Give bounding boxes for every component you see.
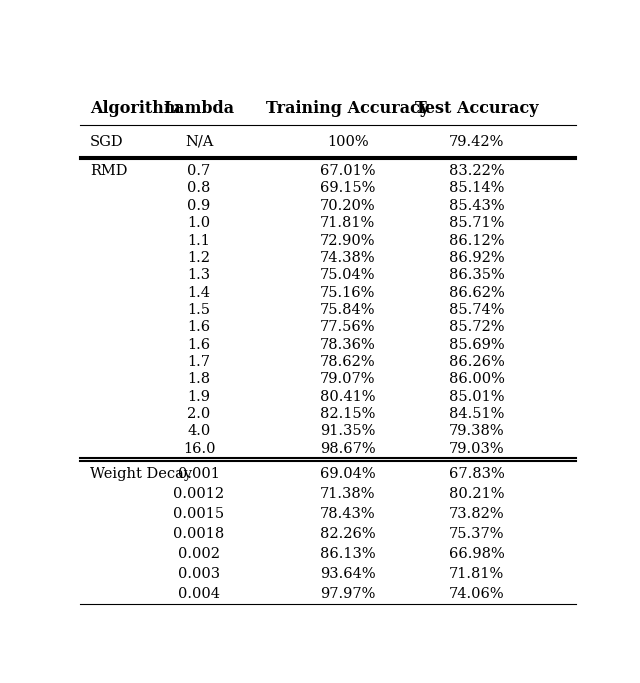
Text: 0.001: 0.001 [178,466,220,481]
Text: 67.01%: 67.01% [320,164,376,178]
Text: 75.84%: 75.84% [320,303,376,317]
Text: 74.38%: 74.38% [320,251,376,265]
Text: 16.0: 16.0 [183,442,215,456]
Text: 0.004: 0.004 [178,587,220,600]
Text: 86.92%: 86.92% [449,251,504,265]
Text: Training Accuracy: Training Accuracy [266,100,429,117]
Text: 75.37%: 75.37% [449,527,504,541]
Text: 78.36%: 78.36% [320,337,376,352]
Text: 86.12%: 86.12% [449,234,504,247]
Text: 71.81%: 71.81% [449,567,504,581]
Text: 98.67%: 98.67% [320,442,376,456]
Text: 77.56%: 77.56% [320,320,376,334]
Text: SGD: SGD [90,135,124,149]
Text: 1.1: 1.1 [188,234,211,247]
Text: 0.0018: 0.0018 [173,527,225,541]
Text: 86.13%: 86.13% [320,546,376,561]
Text: 0.9: 0.9 [188,199,211,213]
Text: 100%: 100% [327,135,369,149]
Text: 86.35%: 86.35% [449,268,505,282]
Text: 80.21%: 80.21% [449,487,504,501]
Text: 83.22%: 83.22% [449,164,504,178]
Text: 79.42%: 79.42% [449,135,504,149]
Text: 1.6: 1.6 [188,337,211,352]
Text: 0.0012: 0.0012 [173,487,225,501]
Text: 79.03%: 79.03% [449,442,504,456]
Text: 85.43%: 85.43% [449,199,504,213]
Text: 74.06%: 74.06% [449,587,504,600]
Text: 85.01%: 85.01% [449,390,504,404]
Text: 1.8: 1.8 [188,372,211,387]
Text: 85.72%: 85.72% [449,320,504,334]
Text: 1.4: 1.4 [188,285,211,300]
Text: 1.3: 1.3 [188,268,211,282]
Text: 4.0: 4.0 [188,424,211,438]
Text: 1.7: 1.7 [188,355,211,369]
Text: 1.0: 1.0 [188,216,211,230]
Text: 0.003: 0.003 [178,567,220,581]
Text: 71.81%: 71.81% [320,216,376,230]
Text: 1.9: 1.9 [188,390,211,404]
Text: 70.20%: 70.20% [320,199,376,213]
Text: 73.82%: 73.82% [449,507,504,520]
Text: 67.83%: 67.83% [449,466,505,481]
Text: 72.90%: 72.90% [320,234,376,247]
Text: 85.71%: 85.71% [449,216,504,230]
Text: 1.6: 1.6 [188,320,211,334]
Text: 86.00%: 86.00% [449,372,505,387]
Text: 97.97%: 97.97% [320,587,376,600]
Text: 85.74%: 85.74% [449,303,504,317]
Text: 1.5: 1.5 [188,303,211,317]
Text: 0.0015: 0.0015 [173,507,225,520]
Text: 75.04%: 75.04% [320,268,376,282]
Text: 79.38%: 79.38% [449,424,504,438]
Text: 78.43%: 78.43% [320,507,376,520]
Text: 78.62%: 78.62% [320,355,376,369]
Text: 82.15%: 82.15% [320,407,376,421]
Text: 85.69%: 85.69% [449,337,504,352]
Text: 69.15%: 69.15% [320,182,376,195]
Text: 79.07%: 79.07% [320,372,376,387]
Text: 69.04%: 69.04% [320,466,376,481]
Text: 82.26%: 82.26% [320,527,376,541]
Text: 84.51%: 84.51% [449,407,504,421]
Text: Test Accuracy: Test Accuracy [415,100,538,117]
Text: 0.7: 0.7 [188,164,211,178]
Text: Lambda: Lambda [163,100,235,117]
Text: 2.0: 2.0 [188,407,211,421]
Text: 80.41%: 80.41% [320,390,376,404]
Text: 86.26%: 86.26% [449,355,505,369]
Text: 91.35%: 91.35% [320,424,376,438]
Text: 71.38%: 71.38% [320,487,376,501]
Text: 66.98%: 66.98% [449,546,505,561]
Text: 86.62%: 86.62% [449,285,505,300]
Text: 85.14%: 85.14% [449,182,504,195]
Text: RMD: RMD [90,164,127,178]
Text: 1.2: 1.2 [188,251,211,265]
Text: Algorithm: Algorithm [90,100,180,117]
Text: 75.16%: 75.16% [320,285,376,300]
Text: N/A: N/A [185,135,213,149]
Text: 93.64%: 93.64% [320,567,376,581]
Text: 0.002: 0.002 [178,546,220,561]
Text: 0.8: 0.8 [188,182,211,195]
Text: Weight Decay: Weight Decay [90,466,192,481]
